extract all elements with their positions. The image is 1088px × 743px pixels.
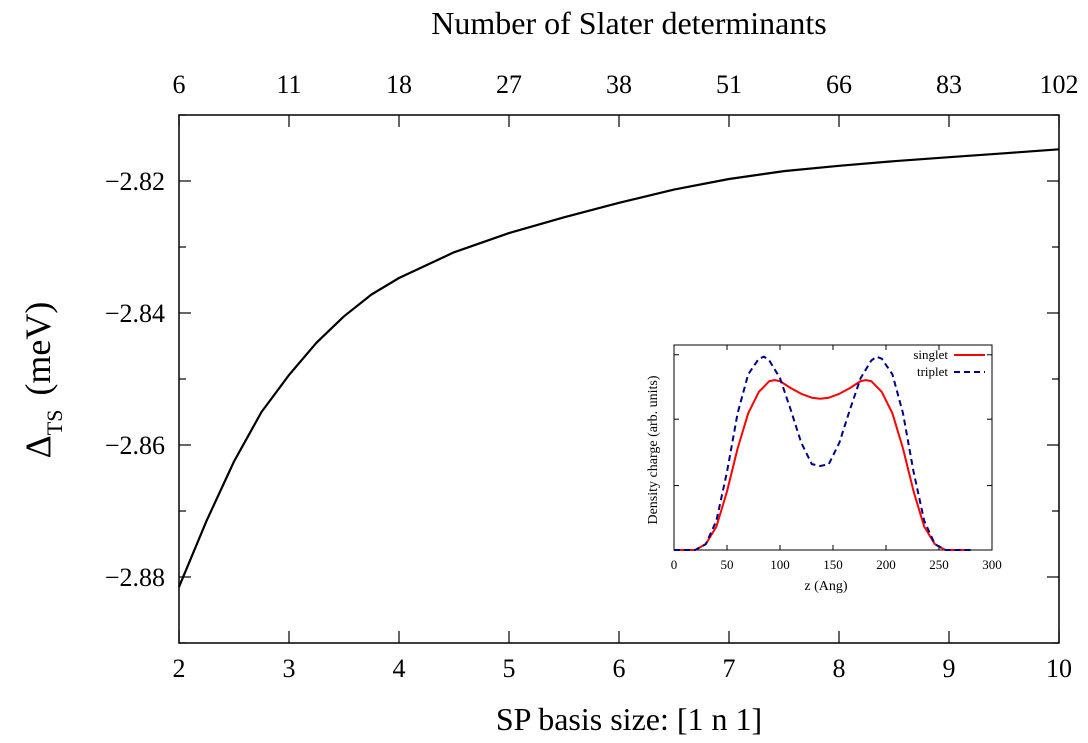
x2-tick-label: 27 (496, 70, 522, 99)
inset-x-axis-title: z (Ang) (804, 579, 847, 594)
inset-x-tick-label: 250 (929, 557, 949, 572)
y-axis-title-subscript: TS (42, 410, 67, 436)
y-tick-label: −2.82 (105, 167, 165, 196)
inset-x-tick-label: 50 (721, 557, 734, 572)
legend-label-triplet: triplet (917, 364, 948, 379)
inset-series-triplet (674, 355, 971, 551)
x2-tick-label: 11 (276, 70, 301, 99)
inset-legend: singlet triplet (913, 347, 985, 379)
top-axis-title: Number of Slater determinants (431, 5, 826, 41)
inset-x-tick-label: 0 (671, 557, 678, 572)
inset-series (674, 355, 971, 551)
x2-tick-label: 6 (173, 70, 186, 99)
x2-tick-label: 66 (826, 70, 852, 99)
x-tick-label: 2 (173, 654, 186, 683)
x-tick-label: 9 (943, 654, 956, 683)
inset-x-tick-label: 300 (982, 557, 1002, 572)
main-ticks (178, 114, 1060, 644)
inset-x-tick-label: 100 (770, 557, 790, 572)
svg-text:ΔTS(meV): ΔTS (meV) (18, 302, 67, 459)
x-tick-label: 7 (723, 654, 736, 683)
y-axis-title-unit: (meV) (18, 302, 58, 396)
inset-x-tick-label: 150 (823, 557, 843, 572)
inset-x-tick-label: 200 (876, 557, 896, 572)
x-tick-label: 5 (503, 654, 516, 683)
y-axis-title-symbol: Δ (18, 435, 58, 458)
main-tick-labels: 2 3 4 5 6 7 8 9 10 6 11 18 27 38 51 66 83 102 −2.88 −2.86 −2… (105, 70, 1079, 683)
x-tick-label: 10 (1046, 654, 1072, 683)
bottom-axis-title: SP basis size: [1 n 1] (496, 701, 762, 737)
x2-tick-label: 83 (936, 70, 962, 99)
y-tick-label: −2.88 (105, 563, 165, 592)
legend-label-singlet: singlet (913, 347, 948, 362)
x2-tick-label: 38 (606, 70, 632, 99)
x-tick-label: 4 (393, 654, 406, 683)
y-axis-title: ΔTS (meV) (18, 302, 67, 459)
y-tick-label: −2.84 (105, 299, 165, 328)
inset-series-singlet (674, 379, 971, 551)
inset-chart: 0 50 100 150 200 250 300 z (Ang) Density charg… (646, 344, 1002, 594)
x-tick-label: 8 (833, 654, 846, 683)
x2-tick-label: 18 (386, 70, 412, 99)
inset-plot-frame (673, 344, 993, 551)
x2-tick-label: 51 (716, 70, 742, 99)
x-tick-label: 3 (283, 654, 296, 683)
x2-tick-label: 102 (1040, 70, 1079, 99)
inset-y-axis-title: Density charge (arb. units) (646, 375, 661, 524)
x-tick-label: 6 (613, 654, 626, 683)
y-tick-label: −2.86 (105, 431, 165, 460)
inset-tick-labels: 0 50 100 150 200 250 300 (671, 557, 1002, 572)
main-series (177, 148, 1060, 588)
inset-ticks (673, 345, 993, 550)
main-series-line (177, 148, 1060, 588)
